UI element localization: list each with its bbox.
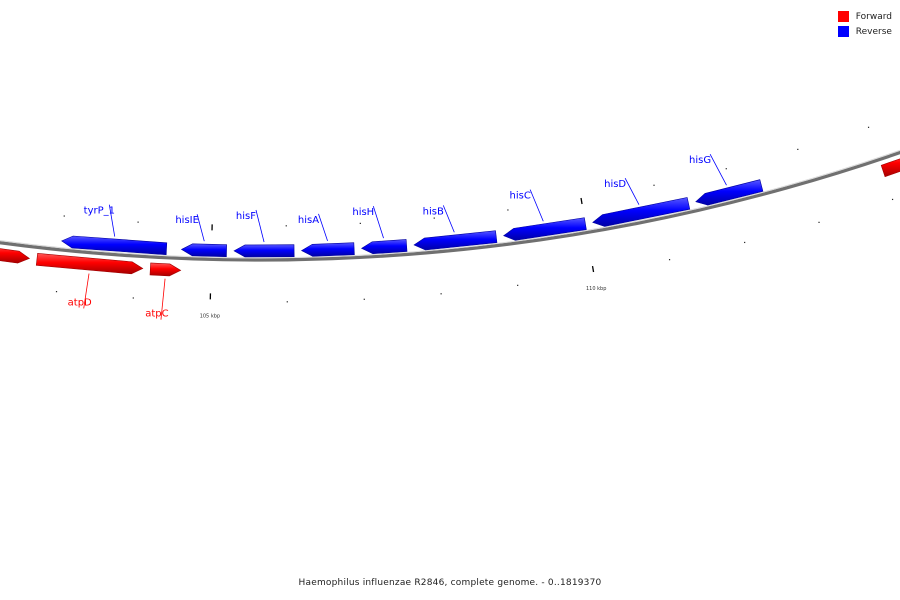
gene-label: tyrP_1	[84, 206, 115, 217]
leader-line	[83, 273, 90, 309]
forward-gene-atpg[interactable]	[0, 245, 31, 264]
gene-label: hisH	[352, 207, 374, 218]
minor-tick-dot	[818, 221, 820, 223]
minor-tick-dot	[285, 225, 287, 227]
leader-line	[442, 205, 455, 233]
forward-swatch	[837, 11, 849, 22]
reverse-gene-tyrp_1[interactable]	[61, 235, 168, 256]
minor-tick-dot	[137, 221, 139, 223]
gene-label: atpC	[145, 309, 168, 320]
legend-forward-label: Forward	[855, 11, 892, 22]
minor-tick-dot	[725, 168, 727, 170]
reverse-gene-hisc[interactable]	[503, 217, 587, 241]
gene-label: hisB	[423, 206, 444, 217]
leader-line	[318, 213, 328, 241]
major-tick	[580, 197, 583, 205]
tick-label: 110 kbp	[586, 286, 606, 292]
minor-tick-dot	[517, 284, 519, 286]
backbone-line	[0, 150, 900, 262]
gene-label: hisA	[298, 215, 319, 226]
gene-label: hisC	[510, 191, 531, 202]
gene-label: atpD	[68, 297, 92, 308]
reverse-gene-hisd[interactable]	[592, 197, 691, 227]
reverse-genes: yaeBR2846_0076rbsRrbsKrbsBrbsCrbsArbsDrm…	[61, 153, 764, 258]
minor-tick-dot	[363, 298, 365, 300]
minor-tick-dot	[744, 241, 746, 244]
legend-reverse: Reverse	[837, 24, 892, 39]
minor-tick-dot	[286, 301, 288, 303]
minor-tick-dot	[653, 184, 655, 186]
legend-forward: Forward	[837, 9, 892, 24]
reverse-gene-hish[interactable]	[360, 239, 408, 255]
minor-tick-dot	[797, 148, 799, 150]
gene-label: hisD	[604, 179, 626, 190]
forward-gene-yicc[interactable]	[880, 152, 900, 178]
reverse-gene-hisie[interactable]	[180, 243, 227, 258]
major-ticks: 70 kbp75 kbp80 kbp85 kbp90 kbp95 kbp100 …	[200, 197, 606, 319]
forward-gene-atpd[interactable]	[35, 253, 144, 275]
minor-tick-dot	[867, 126, 870, 128]
gene-label: hisIE	[175, 215, 199, 226]
reverse-swatch	[837, 26, 849, 37]
gene-label: hisF	[236, 211, 256, 222]
leader-line	[160, 278, 166, 320]
major-tick	[591, 265, 595, 273]
minor-tick-dot	[132, 297, 134, 299]
minor-tick-dot	[440, 293, 442, 295]
genome-backbone	[0, 149, 900, 262]
minor-tick-dot	[891, 198, 894, 201]
legend-reverse-label: Reverse	[855, 26, 892, 37]
reverse-gene-hisf[interactable]	[233, 244, 295, 258]
minor-tick-dot	[668, 259, 671, 261]
reverse-gene-hisb[interactable]	[413, 230, 498, 251]
leader-line	[624, 178, 640, 205]
reverse-gene-hisg[interactable]	[695, 179, 764, 206]
backbone-highlight	[0, 149, 900, 259]
forward-genes: rpoCtehAmenArraApotD2aphAR2846_0092gidBa…	[0, 152, 900, 320]
leader-line	[255, 209, 265, 243]
minor-tick-dot	[359, 222, 361, 224]
tick-label: 105 kbp	[200, 313, 220, 319]
leader-line	[196, 214, 205, 242]
leader-line	[709, 153, 727, 186]
leader-line	[529, 189, 544, 222]
reverse-gene-hisa[interactable]	[300, 242, 355, 257]
leader-line	[372, 206, 384, 239]
forward-gene-atpc[interactable]	[149, 262, 182, 277]
legend: Forward Reverse	[837, 9, 892, 39]
minor-tick-dot	[433, 217, 435, 219]
gene-label: hisG	[689, 155, 711, 166]
minor-tick-dot	[55, 291, 58, 293]
leader-line	[108, 204, 116, 237]
minor-tick-dot	[63, 215, 65, 217]
minor-tick-dot	[507, 209, 509, 211]
minor-tick-marks	[55, 126, 894, 303]
map-caption: Haemophilus influenzae R2846, complete g…	[298, 578, 602, 588]
